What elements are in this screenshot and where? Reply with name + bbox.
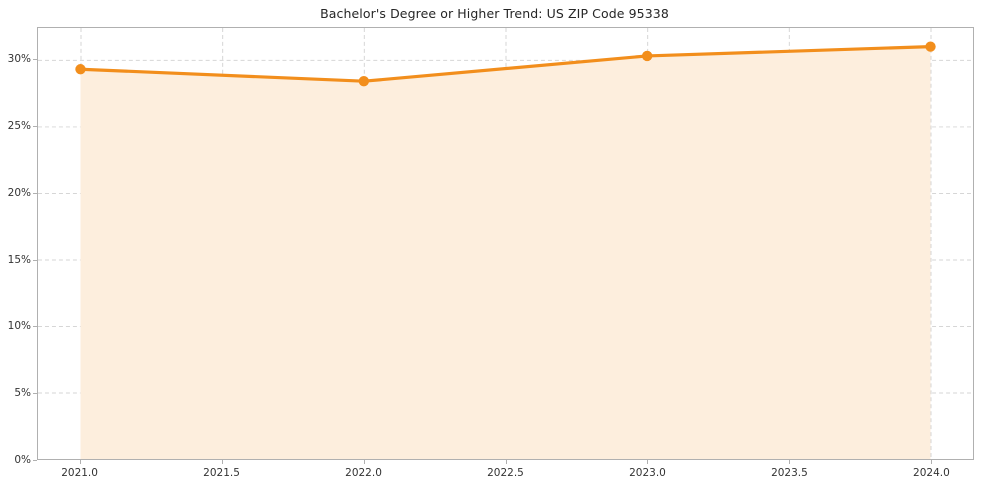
x-tick-label: 2022.5 bbox=[487, 467, 524, 479]
y-tick-label: 10% bbox=[7, 320, 31, 333]
x-tick-mark bbox=[789, 460, 791, 464]
y-tick-label: 15% bbox=[7, 253, 31, 266]
data-point-marker bbox=[925, 41, 936, 52]
y-tick-mark bbox=[33, 393, 37, 395]
plot-area bbox=[37, 27, 974, 460]
area-fill bbox=[80, 46, 931, 459]
series-svg bbox=[38, 28, 973, 459]
x-tick-label: 2021.5 bbox=[203, 467, 240, 479]
data-point-marker bbox=[641, 50, 653, 62]
data-point-markers bbox=[75, 41, 936, 87]
area-fill-group bbox=[80, 46, 931, 459]
x-tick-label: 2021.0 bbox=[61, 467, 98, 479]
x-tick-mark bbox=[647, 460, 649, 464]
data-point-marker bbox=[75, 64, 86, 75]
line-series-group bbox=[78, 45, 933, 83]
line-series bbox=[78, 45, 933, 83]
y-tick-label: 20% bbox=[7, 186, 31, 199]
x-tick-mark bbox=[363, 460, 365, 464]
x-tick-mark bbox=[221, 460, 223, 464]
y-tick-label: 25% bbox=[7, 119, 31, 132]
y-tick-label: 5% bbox=[14, 387, 31, 400]
y-tick-mark bbox=[33, 460, 37, 461]
y-tick-mark bbox=[33, 125, 37, 127]
x-tick-mark bbox=[79, 460, 81, 464]
y-tick-mark bbox=[33, 59, 37, 61]
x-tick-mark bbox=[931, 460, 933, 464]
y-tick-label: 0% bbox=[14, 454, 31, 466]
y-tick-mark bbox=[33, 192, 37, 194]
x-tick-mark bbox=[505, 460, 507, 464]
x-tick-label: 2023.0 bbox=[629, 467, 666, 479]
x-tick-label: 2022.0 bbox=[345, 467, 382, 479]
y-tick-label: 30% bbox=[7, 53, 31, 66]
x-tick-label: 2023.5 bbox=[771, 467, 808, 479]
y-tick-mark bbox=[33, 259, 37, 261]
y-tick-mark bbox=[33, 326, 37, 328]
chart-title: Bachelor's Degree or Higher Trend: US ZI… bbox=[320, 6, 669, 21]
x-tick-label: 2024.0 bbox=[913, 467, 950, 479]
data-point-marker bbox=[358, 76, 370, 87]
